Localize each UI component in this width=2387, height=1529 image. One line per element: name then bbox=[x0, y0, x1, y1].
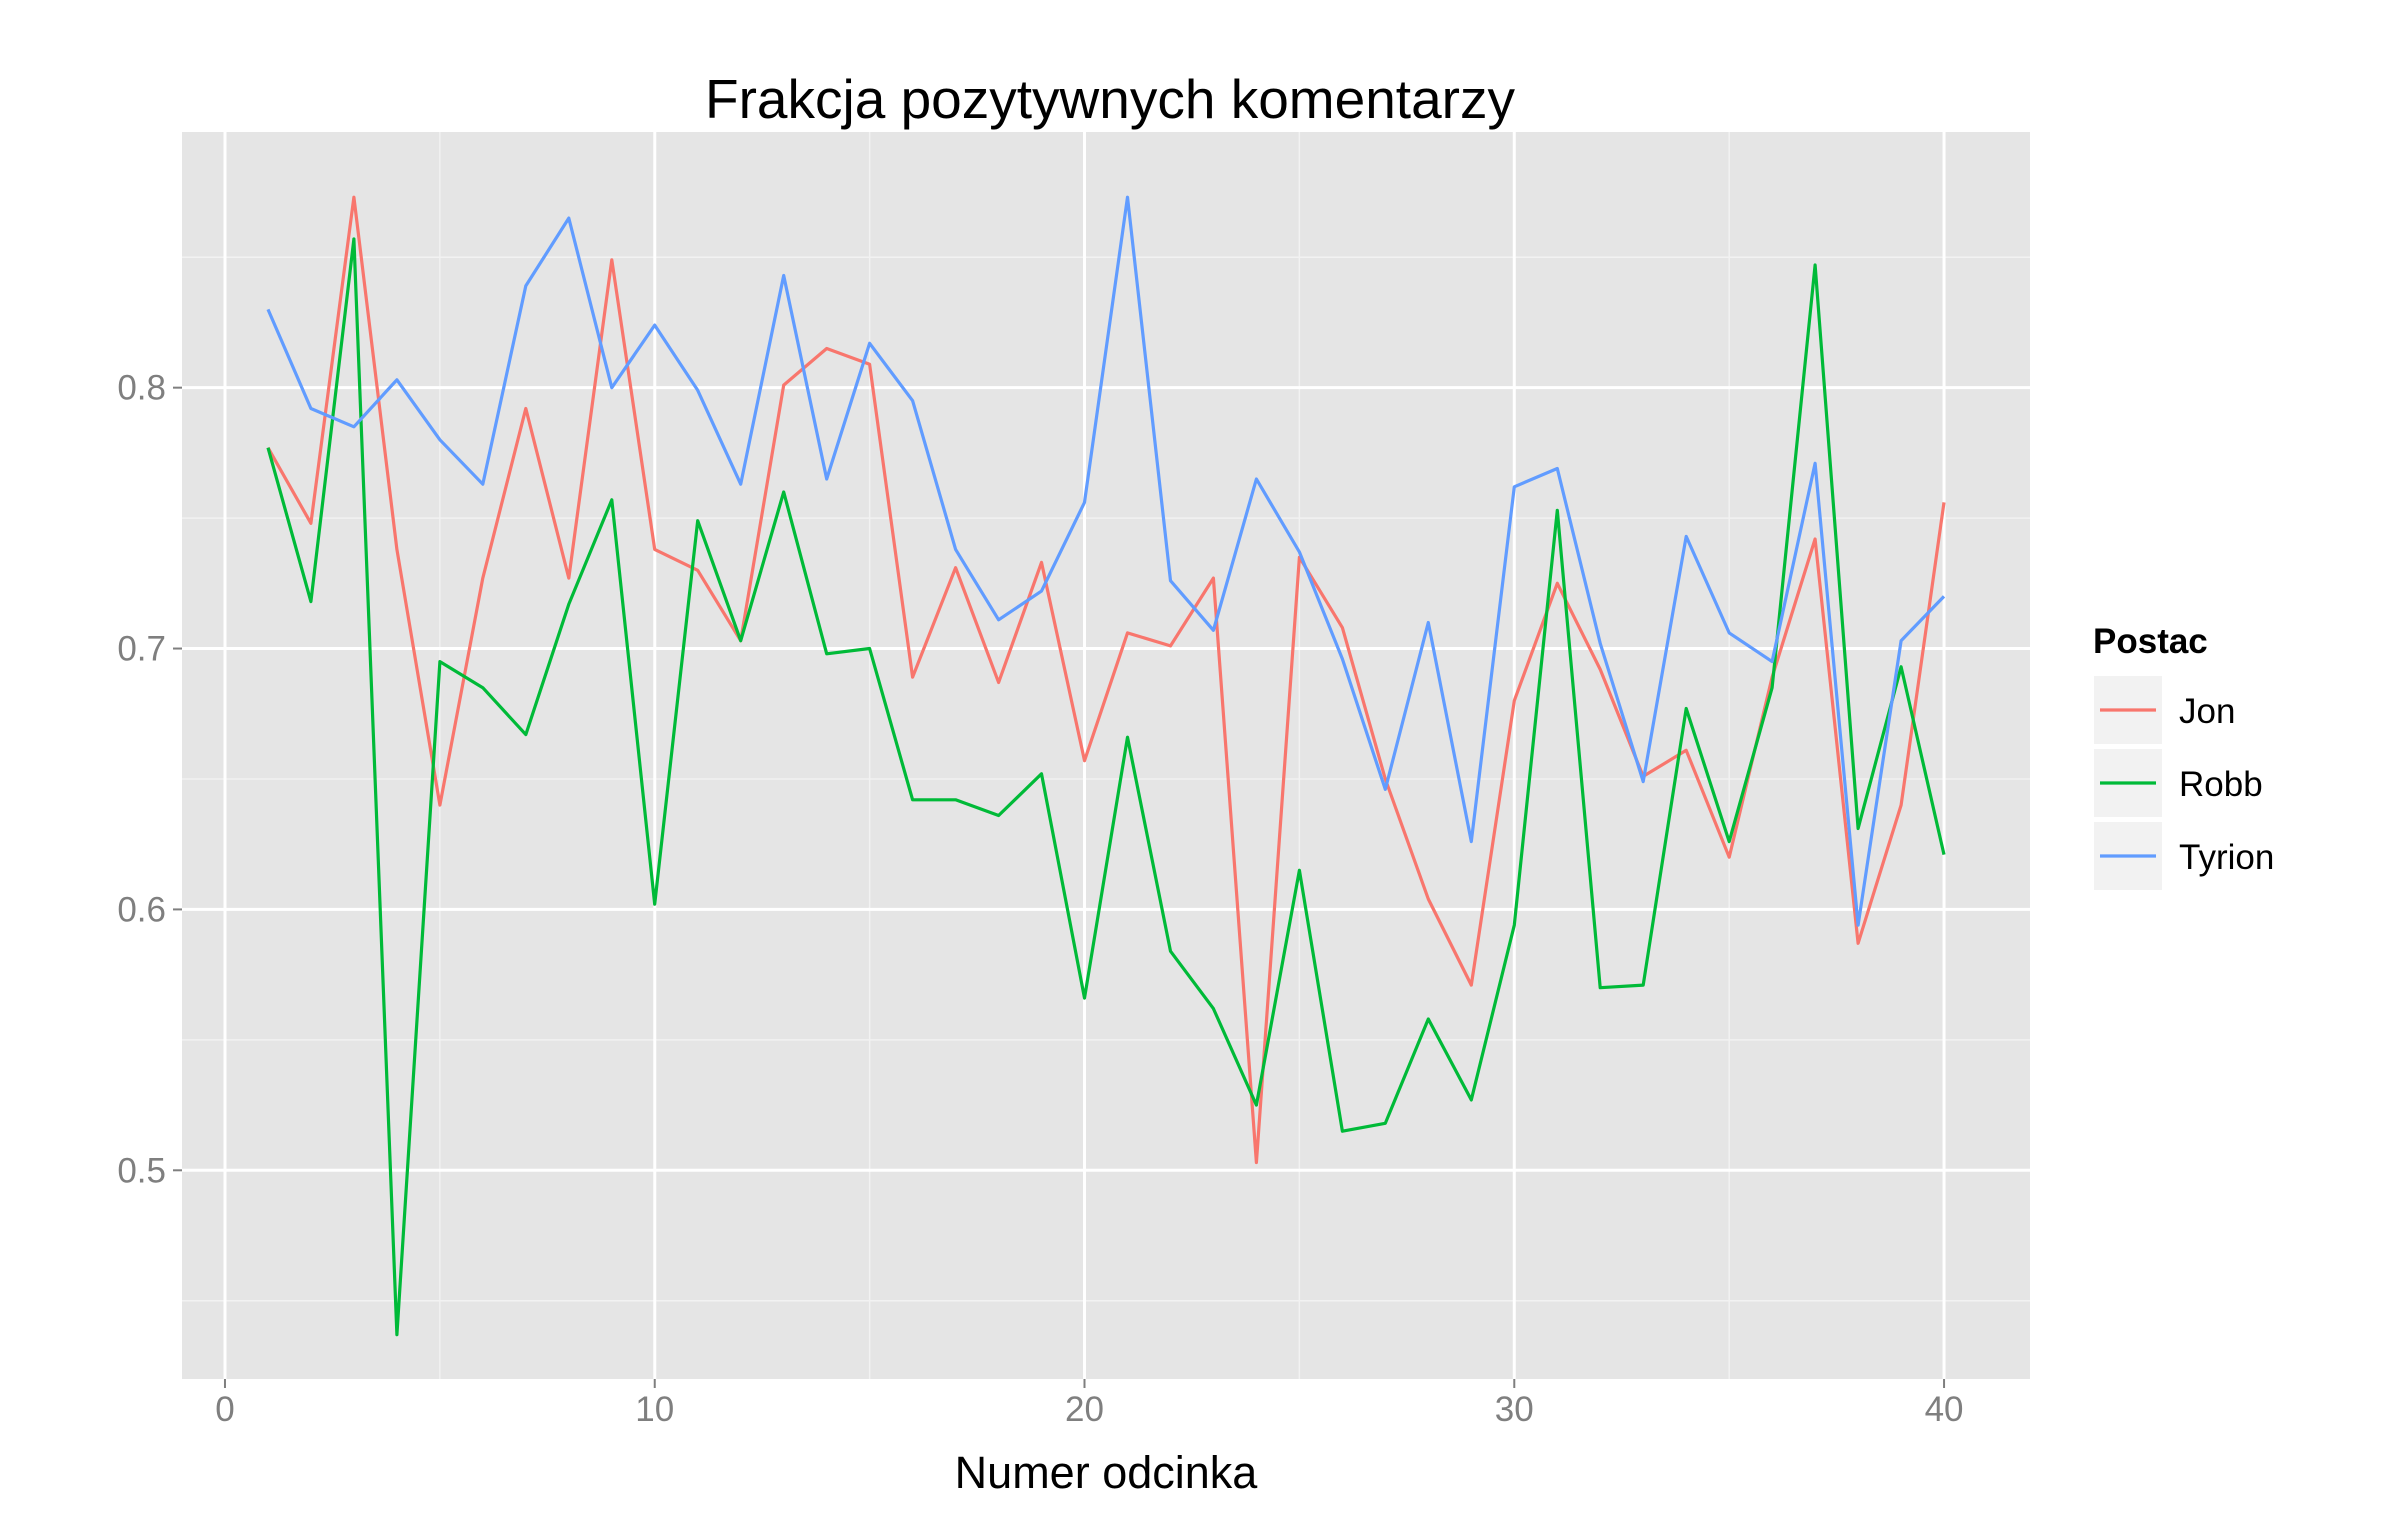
chart-title: Frakcja pozytywnych komentarzy bbox=[705, 68, 1515, 130]
y-axis: 0.5 0.6 0.7 0.8 bbox=[117, 369, 182, 1190]
y-tick-label: 0.8 bbox=[117, 369, 166, 408]
legend: Postac Jon Robb Tyrion bbox=[2092, 622, 2274, 892]
major-gridlines bbox=[182, 132, 2030, 1379]
x-tick-label: 30 bbox=[1495, 1390, 1534, 1429]
y-tick-label: 0.6 bbox=[117, 890, 166, 929]
x-axis-title: Numer odcinka bbox=[955, 1447, 1259, 1498]
legend-items: Jon Robb Tyrion bbox=[2092, 674, 2274, 892]
x-axis: 0 10 20 30 40 bbox=[215, 1379, 1964, 1429]
y-tick-label: 0.5 bbox=[117, 1151, 166, 1190]
x-tick-label: 10 bbox=[635, 1390, 674, 1429]
y-tick-label: 0.7 bbox=[117, 630, 166, 669]
series-line-robb bbox=[266, 237, 1946, 1337]
legend-title: Postac bbox=[2093, 622, 2208, 661]
legend-label-jon: Jon bbox=[2179, 692, 2235, 731]
series-line-jon bbox=[266, 195, 1946, 1165]
minor-gridlines bbox=[182, 132, 2030, 1379]
legend-label-robb: Robb bbox=[2179, 765, 2263, 804]
x-tick-label: 20 bbox=[1065, 1390, 1104, 1429]
legend-label-tyrion: Tyrion bbox=[2179, 838, 2274, 877]
x-tick-label: 40 bbox=[1925, 1390, 1964, 1429]
x-tick-label: 0 bbox=[215, 1390, 234, 1429]
series-line-tyrion bbox=[266, 195, 1946, 927]
series-lines bbox=[266, 195, 1946, 1337]
